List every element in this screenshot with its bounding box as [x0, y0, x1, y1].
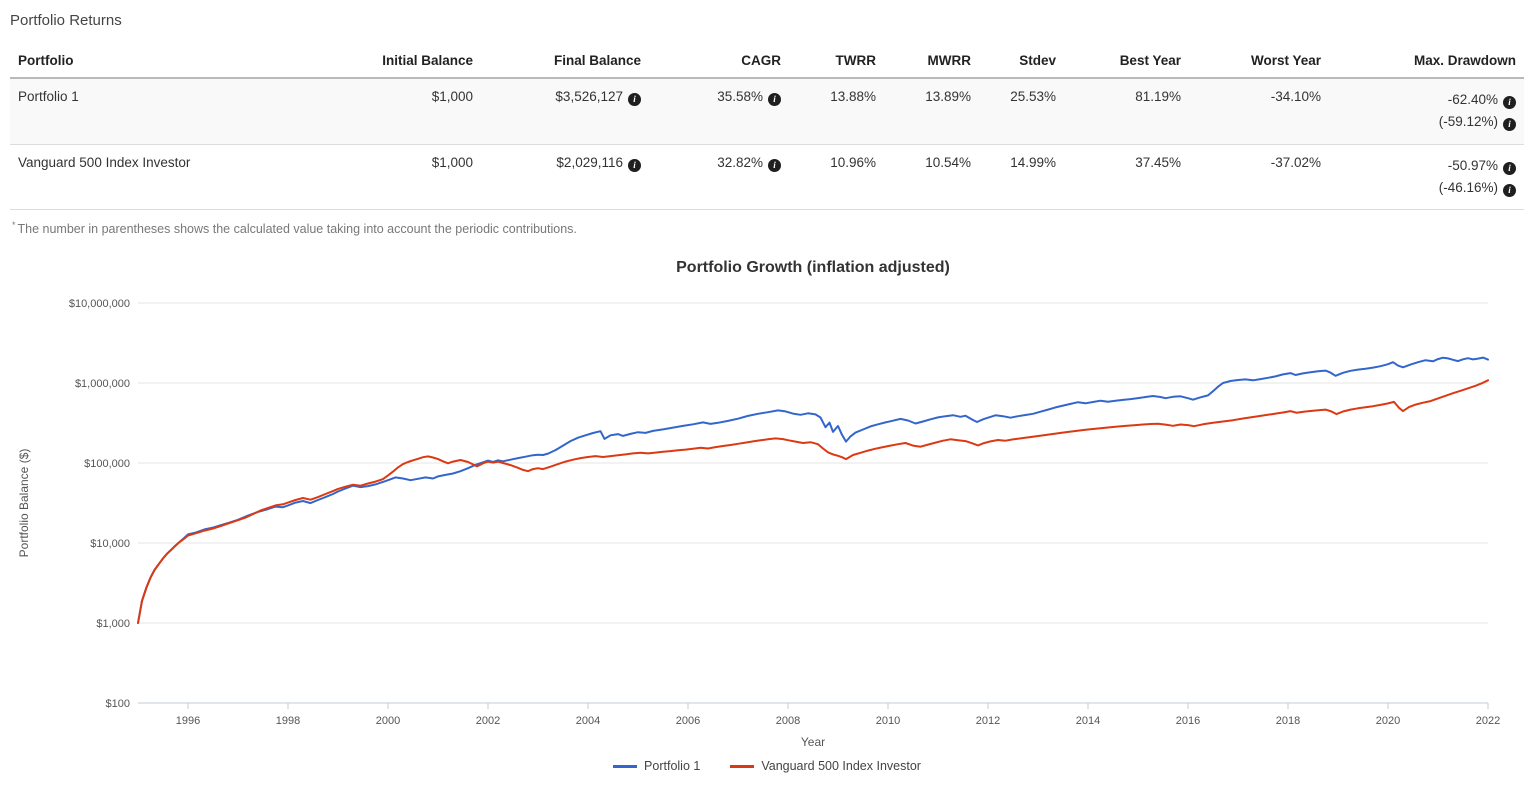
- table-row-portfolio-1: Portfolio 1 $1,000 $3,526,127 i 35.58% i 1…: [10, 78, 1524, 145]
- best-year-value: 81.19%: [1135, 89, 1181, 104]
- portfolio-1-swatch: [613, 764, 638, 768]
- column-header-best-year: Best Year: [1064, 45, 1189, 79]
- final-balance-cell: $3,526,127 i: [481, 78, 649, 144]
- x-axis-tick-label: 2022: [1476, 715, 1500, 727]
- portfolio-growth-chart-section: Portfolio Growth (inflation adjusted) $10…: [10, 250, 1524, 787]
- y-axis-tick-label: $10,000,000: [69, 298, 130, 310]
- x-axis-tick-label: 2020: [1376, 715, 1400, 727]
- growth-chart: Portfolio Growth (inflation adjusted) $10…: [17, 259, 1500, 749]
- y-axis-tick-label: $100,000: [84, 458, 130, 470]
- max-drawdown-value: -62.40%: [1447, 92, 1498, 107]
- info-icon[interactable]: i: [628, 158, 641, 172]
- portfolio-returns-table: Portfolio Initial Balance Final Balance …: [10, 45, 1524, 210]
- column-header-worst-year: Worst Year: [1189, 45, 1329, 79]
- initial-balance-value: $1,000: [431, 89, 473, 104]
- cagr-cell: 32.82% i: [649, 144, 789, 210]
- x-axis-tick-label: 2008: [776, 715, 800, 727]
- info-icon[interactable]: i: [1503, 161, 1516, 175]
- mwrr-value: 13.89%: [925, 89, 971, 104]
- twrr-value: 10.96%: [830, 154, 876, 170]
- x-axis-tick-label: 2002: [476, 715, 500, 727]
- max-drawdown-cell: -50.97% i (-46.16%) i: [1329, 144, 1524, 210]
- legend-item-portfolio-1: Portfolio 1: [613, 759, 700, 773]
- column-header-initial-balance: Initial Balance: [331, 45, 481, 79]
- y-axis-tick-label: $1,000,000: [75, 378, 130, 390]
- cagr-value: 32.82%: [717, 154, 763, 170]
- x-axis-tick-label: 2014: [1076, 715, 1100, 727]
- column-header-cagr: CAGR: [649, 45, 789, 79]
- info-icon[interactable]: i: [1503, 118, 1516, 132]
- initial-balance-value: $1,000: [431, 154, 473, 170]
- column-header-stdev: Stdev: [979, 45, 1064, 79]
- worst-year-value: -34.10%: [1270, 89, 1321, 104]
- info-icon[interactable]: i: [768, 93, 781, 106]
- vanguard-500-line: [137, 379, 1489, 625]
- twrr-value: 13.88%: [830, 89, 876, 104]
- mwrr-value: 10.54%: [925, 154, 971, 170]
- y-axis-title: Portfolio Balance ($): [17, 449, 31, 558]
- info-icon[interactable]: i: [1503, 96, 1516, 109]
- portfolio-1-line: [137, 356, 1489, 625]
- x-axis-tick-label: 2010: [876, 715, 900, 727]
- info-icon[interactable]: i: [768, 158, 781, 172]
- max-drawdown-contrib-value: (-59.12%): [1438, 114, 1498, 130]
- x-axis-title: Year: [801, 735, 825, 749]
- table-row-vanguard-500: Vanguard 500 Index Investor $1,000 $2,02…: [10, 144, 1524, 210]
- x-axis-tick-label: 1996: [176, 715, 200, 727]
- legend-label: Portfolio 1: [644, 759, 701, 774]
- column-header-portfolio: Portfolio: [10, 45, 331, 79]
- stdev-value: 25.53%: [1010, 89, 1056, 104]
- column-header-twrr: TWRR: [789, 45, 884, 79]
- vanguard-500-swatch: [730, 764, 755, 768]
- info-icon[interactable]: i: [1503, 183, 1516, 197]
- worst-year-value: -37.02%: [1270, 154, 1321, 170]
- max-drawdown-cell: -62.40% i (-59.12%) i: [1329, 78, 1524, 144]
- column-header-final-balance: Final Balance: [481, 45, 649, 79]
- best-year-value: 37.45%: [1135, 154, 1181, 170]
- table-header-row: Portfolio Initial Balance Final Balance …: [10, 45, 1524, 79]
- x-axis-tick-label: 2006: [676, 715, 700, 727]
- x-axis-tick-label: 2018: [1276, 715, 1300, 727]
- max-drawdown-value: -50.97%: [1447, 157, 1498, 173]
- max-drawdown-contrib-value: (-46.16%): [1438, 179, 1498, 195]
- chart-legend: Portfolio 1 Vanguard 500 Index Investor: [10, 759, 1524, 787]
- cagr-value: 35.58%: [717, 89, 763, 104]
- cagr-cell: 35.58% i: [649, 78, 789, 144]
- column-header-mwrr: MWRR: [884, 45, 979, 79]
- column-header-max-drawdown: Max. Drawdown: [1329, 45, 1524, 79]
- legend-label: Vanguard 500 Index Investor: [761, 759, 921, 774]
- final-balance-value: $3,526,127: [555, 89, 623, 104]
- portfolio-name: Vanguard 500 Index Investor: [18, 154, 191, 170]
- footnote-text: The number in parentheses shows the calc…: [17, 222, 577, 237]
- legend-item-vanguard-500: Vanguard 500 Index Investor: [730, 759, 921, 773]
- x-axis-tick-label: 2016: [1176, 715, 1200, 727]
- y-axis-tick-label: $1,000: [96, 618, 130, 630]
- x-axis-tick-label: 2000: [376, 715, 400, 727]
- final-balance-cell: $2,029,116 i: [481, 144, 649, 210]
- x-axis-tick-label: 2012: [976, 715, 1000, 727]
- table-footnote: * The number in parentheses shows the cal…: [12, 220, 1524, 236]
- footnote-marker: *: [12, 220, 16, 231]
- stdev-value: 14.99%: [1010, 154, 1056, 170]
- info-icon[interactable]: i: [628, 93, 641, 106]
- page-title: Portfolio Returns: [10, 12, 122, 29]
- final-balance-value: $2,029,116: [556, 154, 623, 170]
- portfolio-name: Portfolio 1: [18, 89, 79, 104]
- y-axis-tick-label: $10,000: [90, 538, 130, 550]
- x-axis-tick-label: 1998: [276, 715, 300, 727]
- y-axis-tick-label: $100: [106, 698, 130, 710]
- x-axis-tick-label: 2004: [576, 715, 600, 727]
- chart-title: Portfolio Growth (inflation adjusted): [676, 259, 950, 276]
